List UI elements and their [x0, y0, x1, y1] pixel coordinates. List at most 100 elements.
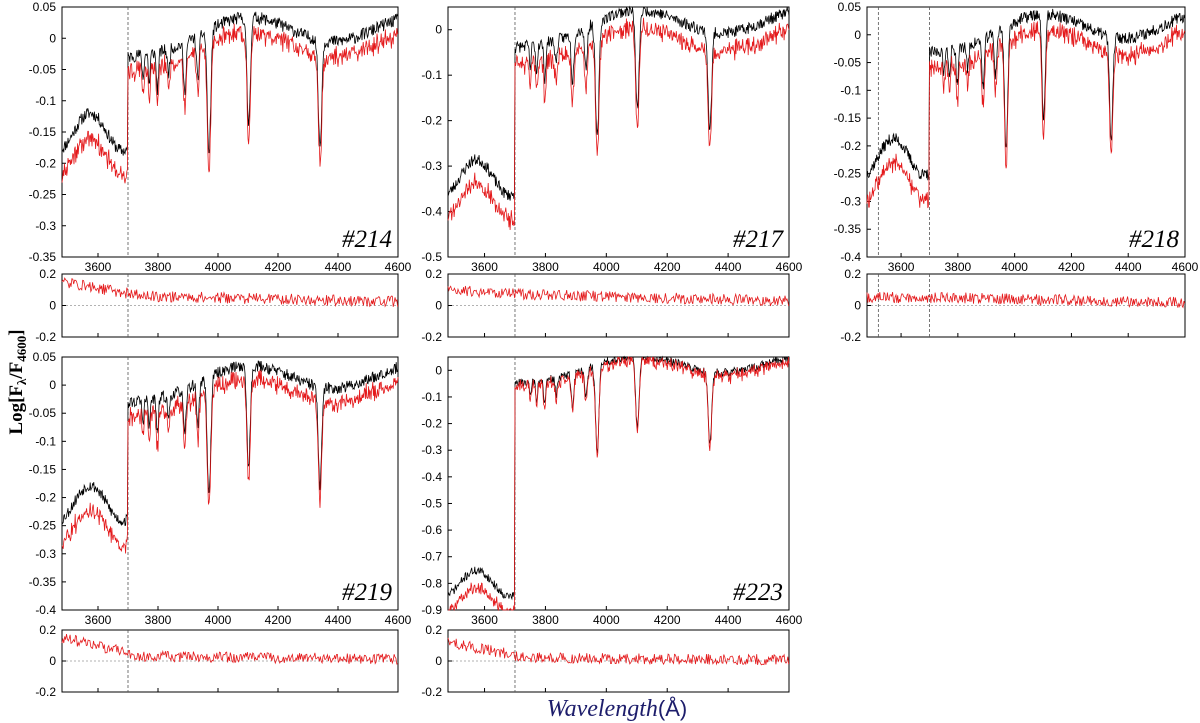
y-tick-label: -0.35	[834, 222, 862, 236]
observed-spectrum-line	[866, 8, 1186, 181]
x-tick-label: 4000	[593, 613, 620, 627]
residual-y-tick-label: 0.2	[39, 623, 56, 637]
residual-y-tick-label: 0.2	[425, 267, 442, 281]
y-tick-label: -0.15	[29, 125, 57, 139]
x-tick-label: 3600	[85, 260, 112, 274]
spectrum-plot-frame	[447, 6, 790, 258]
x-tick-label: 4000	[1001, 260, 1028, 274]
y-tick-label: -0.5	[421, 496, 442, 510]
residual-y-tick-label: 0.2	[39, 267, 56, 281]
y-tick-label: -0.2	[421, 417, 442, 431]
residual-line	[866, 291, 1186, 309]
spectrum-panel: -0.9 -0.8 -0.7 -0.6 -0.5 -0.4 -0.3 -0.2 -0.1 0 -0.…	[421, 355, 803, 699]
y-tick-label: -0.15	[29, 462, 57, 476]
y-tick-label: -0.2	[35, 156, 56, 170]
panel-grid: -0.35 -0.3 -0.25 -0.2 -0.15 -0.1 -0.05 0 0.05 -0.…	[29, 0, 1199, 699]
y-tick-label: -0.15	[834, 111, 862, 125]
residual-y-tick-label: -0.2	[421, 685, 442, 699]
x-tick-label: 4200	[654, 613, 681, 627]
spectrum-panel: -0.5 -0.4 -0.3 -0.2 -0.1 0 -0.2 0 0.2 3600 3800 400…	[421, 5, 803, 344]
x-tick-label: 3600	[471, 613, 498, 627]
y-tick-label: -0.1	[421, 390, 442, 404]
y-tick-label: -0.5	[421, 250, 442, 264]
residual-y-tick-label: 0.2	[425, 623, 442, 637]
y-tick-label: -0.05	[834, 56, 862, 70]
residual-y-tick-label: -0.2	[35, 330, 56, 344]
panel-id-label: #217	[733, 226, 785, 253]
panel-id-label: #218	[1129, 226, 1180, 253]
y-tick-label: 0.05	[33, 0, 57, 14]
y-tick-label: -0.4	[35, 603, 56, 617]
y-tick-label: -0.1	[840, 83, 861, 97]
x-tick-label: 3800	[945, 260, 972, 274]
residual-y-tick-label: -0.2	[35, 685, 56, 699]
y-tick-label: -0.1	[35, 94, 56, 108]
model-spectrum-line	[61, 23, 398, 184]
x-tick-label: 4200	[265, 260, 292, 274]
y-tick-label: 0.05	[838, 0, 862, 14]
observed-spectrum-line	[61, 11, 399, 156]
y-tick-label: -0.1	[35, 434, 56, 448]
y-tick-label: -0.25	[29, 519, 57, 533]
residual-line	[61, 634, 398, 665]
y-tick-label: -0.2	[35, 491, 56, 505]
y-tick-label: -0.25	[29, 188, 57, 202]
model-spectrum-line	[866, 21, 1186, 209]
x-tick-label: 3800	[532, 260, 559, 274]
residual-y-tick-label: 0	[49, 654, 56, 668]
x-tick-label: 4400	[1115, 260, 1142, 274]
x-tick-label: 4000	[205, 613, 232, 627]
y-tick-label: -0.2	[421, 114, 442, 128]
x-tick-label: 4600	[385, 613, 412, 627]
x-tick-label: 4400	[325, 613, 352, 627]
x-tick-label: 4600	[776, 613, 803, 627]
y-tick-label: -0.25	[834, 167, 862, 181]
panel-id-label: #219	[342, 579, 393, 606]
residual-y-tick-label: -0.2	[840, 330, 861, 344]
x-tick-label: 4600	[385, 260, 412, 274]
x-tick-label: 3600	[85, 613, 112, 627]
model-spectrum-line	[447, 17, 790, 231]
x-tick-label: 4200	[265, 613, 292, 627]
y-tick-label: -0.8	[421, 576, 442, 590]
y-axis-label: Log[Fλ/F4600]	[6, 329, 29, 434]
y-tick-label: 0.05	[33, 350, 57, 364]
observed-spectrum-line	[61, 360, 399, 527]
y-tick-label: -0.6	[421, 523, 442, 537]
y-tick-label: -0.3	[421, 443, 442, 457]
y-tick-label: -0.7	[421, 550, 442, 564]
y-tick-label: 0	[49, 378, 56, 392]
observed-spectrum-line	[447, 5, 790, 201]
x-tick-label: 3600	[471, 260, 498, 274]
spectrum-panel: -0.4 -0.35 -0.3 -0.25 -0.2 -0.15 -0.1 -0.05 0 0.0…	[29, 350, 412, 699]
y-tick-label: -0.05	[29, 406, 57, 420]
x-tick-label: 4400	[715, 260, 742, 274]
y-tick-label: -0.4	[840, 250, 861, 264]
residual-y-tick-label: 0	[435, 654, 442, 668]
y-tick-label: -0.35	[29, 250, 57, 264]
x-tick-label: 4200	[654, 260, 681, 274]
y-tick-label: -0.4	[421, 205, 442, 219]
spectrum-plot-frame	[61, 356, 399, 611]
residual-y-tick-label: 0.2	[844, 267, 861, 281]
y-tick-label: -0.3	[35, 547, 56, 561]
panel-id-label: #223	[733, 579, 783, 606]
y-tick-label: 0	[49, 31, 56, 45]
x-tick-label: 4600	[776, 260, 803, 274]
residual-line	[447, 285, 790, 307]
spectrum-plot-frame	[866, 6, 1186, 258]
model-spectrum-line	[448, 356, 790, 612]
y-tick-label: -0.05	[29, 63, 57, 77]
x-tick-label: 3600	[888, 260, 915, 274]
y-tick-label: -0.3	[421, 159, 442, 173]
y-tick-label: -0.2	[840, 139, 861, 153]
y-tick-label: -0.1	[421, 68, 442, 82]
y-tick-label: -0.3	[35, 219, 56, 233]
y-tick-label: -0.9	[421, 603, 442, 617]
observed-spectrum-line	[447, 355, 790, 601]
y-tick-label: -0.4	[421, 470, 442, 484]
y-tick-label: -0.3	[840, 194, 861, 208]
x-tick-label: 4000	[205, 260, 232, 274]
